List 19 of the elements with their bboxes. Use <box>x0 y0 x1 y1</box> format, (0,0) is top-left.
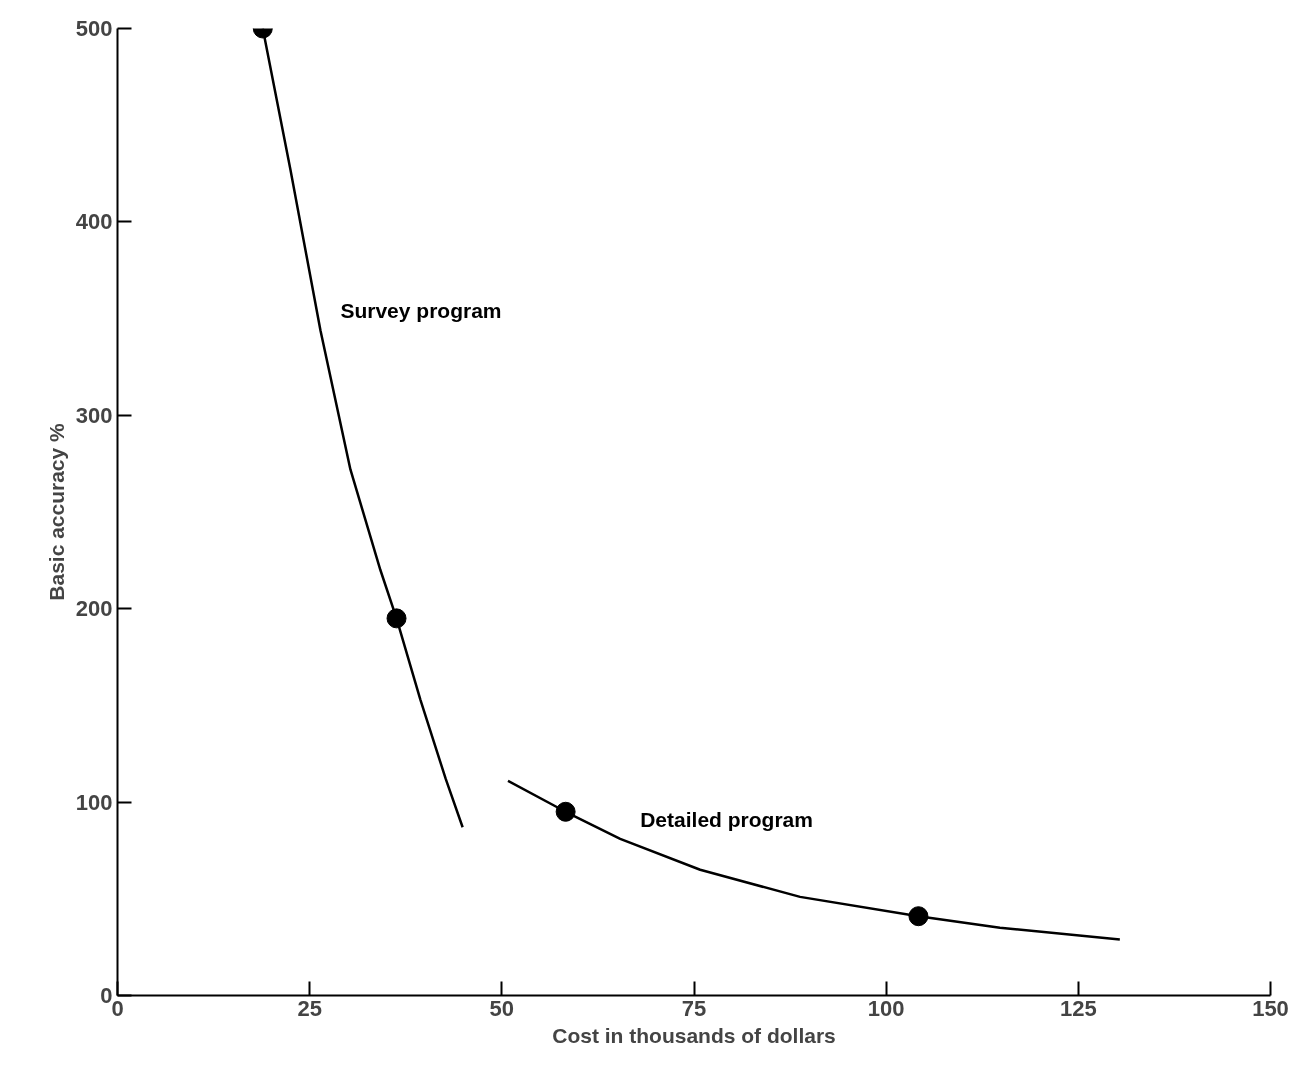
x-tick-label: 150 <box>1252 995 1289 1021</box>
x-tick-label: 50 <box>489 995 515 1021</box>
series-label: Survey program <box>340 299 502 323</box>
point <box>908 906 929 927</box>
x-tick-label: 25 <box>297 995 322 1021</box>
x-axis-title: Cost in thousands of dollars <box>552 1023 836 1047</box>
point <box>386 608 407 629</box>
y-tick-label: 500 <box>75 16 113 41</box>
x-tick-label: 75 <box>681 995 707 1021</box>
y-tick-label: 300 <box>75 402 113 428</box>
y-tick-label: 100 <box>75 789 113 815</box>
line-series <box>506 779 1122 941</box>
x-tick-label: 125 <box>1059 995 1097 1021</box>
y-axis-title: Basic accuracy % <box>44 422 68 601</box>
y-tick-label: 400 <box>75 209 113 235</box>
series-label: Detailed program <box>640 807 813 831</box>
x-tick-label: 100 <box>867 995 905 1021</box>
point <box>555 801 576 822</box>
y-tick-label: 200 <box>75 596 113 622</box>
